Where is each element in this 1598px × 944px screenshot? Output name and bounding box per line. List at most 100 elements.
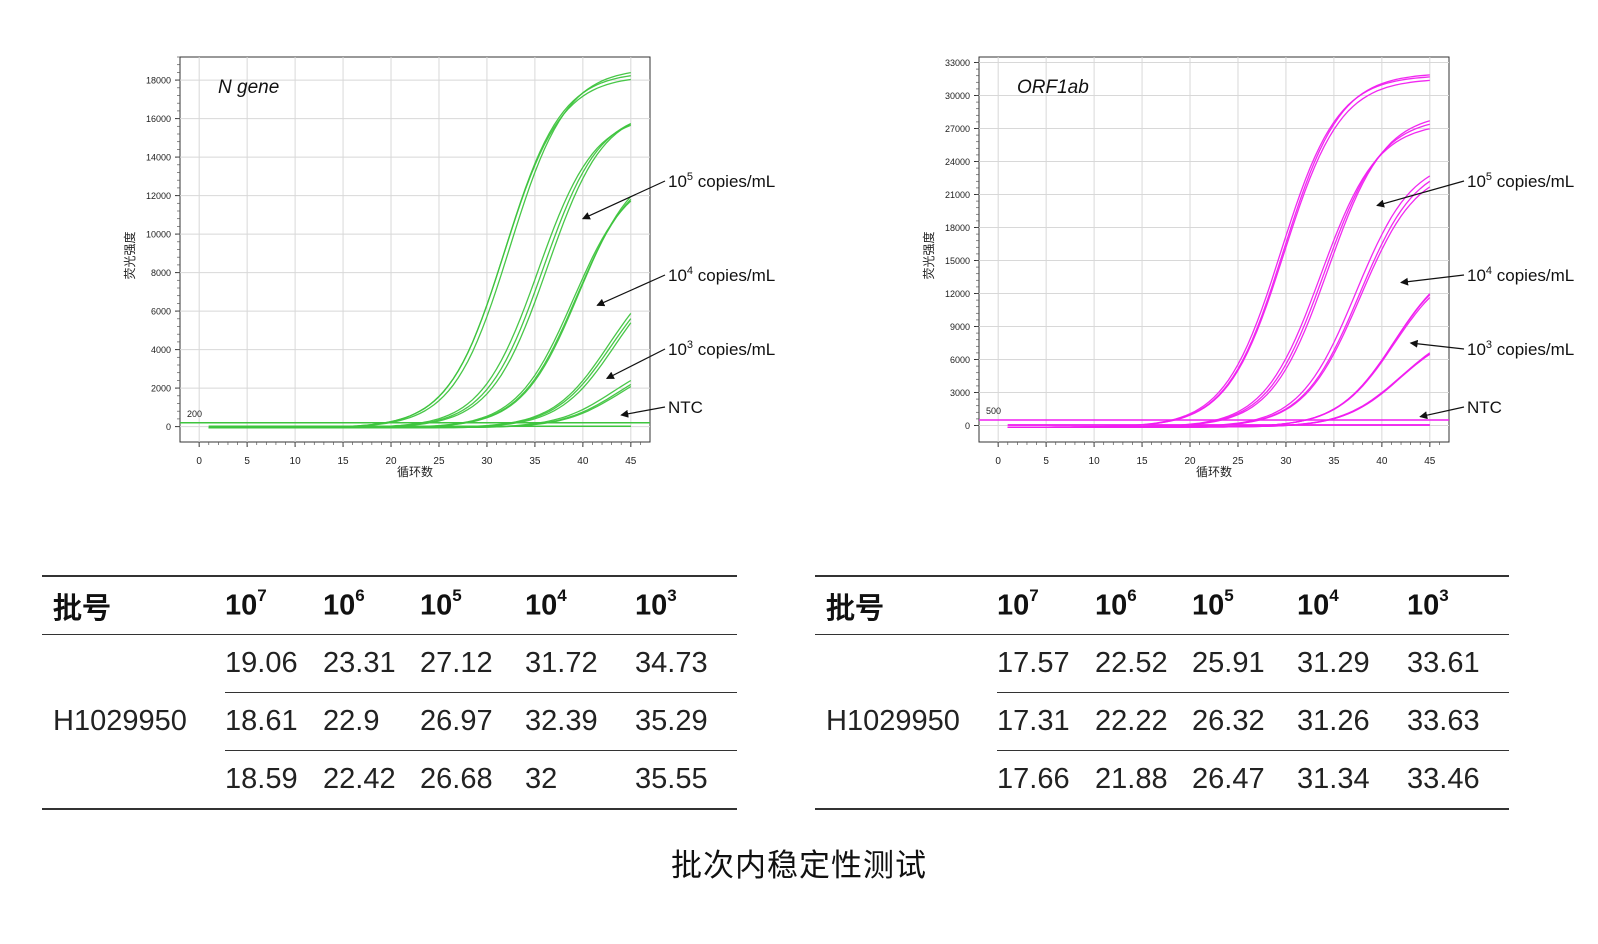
- y-tick-label: 27000: [945, 124, 970, 134]
- table-header-row: 批号 107 106 105 104 103: [42, 576, 737, 635]
- ct-cell: 17.57: [997, 647, 1070, 679]
- ct-cell: 26.97: [420, 705, 493, 737]
- annotation-arrow: [605, 348, 666, 380]
- conc-header-1e4: 104: [1297, 585, 1339, 622]
- y-tick-label: 6000: [151, 307, 171, 317]
- x-axis-label: 循环数: [1196, 464, 1232, 479]
- x-tick-label: 5: [244, 456, 250, 467]
- ct-cell: 35.55: [635, 763, 708, 795]
- annotation-unit: copies/mL: [693, 172, 775, 191]
- ct-cell: 19.06: [225, 647, 298, 679]
- ct-cell: 22.9: [323, 705, 380, 737]
- annotation-label: 105 copies/mL: [668, 171, 775, 191]
- x-tick-label: 45: [1424, 456, 1436, 467]
- y-tick-label: 12000: [146, 191, 171, 201]
- x-axis-label: 循环数: [397, 464, 433, 479]
- x-tick-label: 25: [433, 456, 445, 467]
- n-gene-amplification-chart: 0 5 10 15 20 25 30 35 40 450200040006000800010000…: [122, 56, 775, 479]
- amplification-curve: [1007, 353, 1431, 428]
- ct-cell: 22.52: [1095, 647, 1168, 679]
- y-tick-label: 6000: [950, 355, 970, 365]
- annotation-exponent: 3: [1486, 339, 1492, 351]
- x-tick-label: 20: [1184, 456, 1196, 467]
- ct-cell: 33.46: [1407, 763, 1480, 795]
- curves-group: [1007, 74, 1431, 428]
- y-tick-label: 8000: [151, 268, 171, 278]
- x-tick-label: 5: [1043, 456, 1049, 467]
- ct-cell: 25.91: [1192, 647, 1265, 679]
- y-tick-label: 18000: [146, 76, 171, 86]
- y-tick-label: 21000: [945, 190, 970, 200]
- annotation-arrow: [581, 180, 666, 220]
- annotation-arrow: [620, 406, 666, 418]
- annotation-label: NTC: [668, 398, 703, 417]
- table-row: 18.59 22.42 26.68 32 35.55: [42, 751, 737, 809]
- annotation-exponent: 5: [687, 171, 693, 183]
- ct-cell: 31.26: [1297, 705, 1370, 737]
- annotation-label: 105 copies/mL: [1467, 171, 1574, 191]
- annotation-arrow: [1409, 339, 1465, 350]
- annotation-exponent: 3: [687, 339, 693, 351]
- batch-header: 批号: [53, 592, 112, 625]
- y-tick-label: 0: [166, 422, 171, 432]
- annotation-exponent: 4: [687, 265, 693, 277]
- ct-cell: 33.61: [1407, 647, 1480, 679]
- table-row: 17.31 22.22 26.32 31.26 33.63: [815, 693, 1509, 751]
- annotation-label: 104 copies/mL: [1467, 265, 1574, 285]
- annotation-arrow: [1376, 180, 1465, 208]
- curves-group: [208, 71, 632, 429]
- ct-cell: 27.12: [420, 647, 493, 679]
- x-tick-label: 30: [1280, 456, 1292, 467]
- ct-cell: 18.59: [225, 763, 298, 795]
- annotation-base: 10: [668, 340, 687, 359]
- table-row: H1029950 19.06 23.31 27.12 31.72 34.73: [42, 634, 737, 810]
- batch-id: H1029950: [815, 634, 997, 810]
- ct-cell: 21.88: [1095, 763, 1168, 795]
- conc-header-1e5: 105: [420, 585, 462, 622]
- conc-header-1e4: 104: [525, 585, 567, 622]
- annotation-base: 10: [1467, 266, 1486, 285]
- ct-cell: 32.39: [525, 705, 598, 737]
- y-tick-label: 30000: [945, 91, 970, 101]
- x-tick-label: 10: [1089, 456, 1101, 467]
- annotation-base: NTC: [668, 398, 703, 417]
- annotation-exponent: 4: [1486, 265, 1492, 277]
- annotation-label: NTC: [1467, 398, 1502, 417]
- conc-header-1e7: 107: [225, 585, 267, 622]
- x-tick-label: 40: [577, 456, 589, 467]
- n-gene-ct-table: 批号 107 106 105 104 103 H1029950 19.06 23…: [42, 575, 737, 810]
- ct-cell: 22.22: [1095, 705, 1168, 737]
- x-tick-label: 25: [1232, 456, 1244, 467]
- y-tick-label: 16000: [146, 114, 171, 124]
- orf1ab-amplification-chart: 0 5 10 15 20 25 30 35 40 450300060009000120001500…: [921, 56, 1574, 479]
- x-tick-label: 40: [1376, 456, 1388, 467]
- x-tick-label: 0: [995, 456, 1001, 467]
- ct-cell: 33.63: [1407, 705, 1480, 737]
- annotation-base: 10: [1467, 340, 1486, 359]
- ct-cell: 23.31: [323, 647, 396, 679]
- annotation-base: 10: [1467, 172, 1486, 191]
- ct-cell: 26.47: [1192, 763, 1265, 795]
- amplification-curve: [208, 386, 632, 429]
- ct-cell: 31.72: [525, 647, 598, 679]
- conc-header-1e3: 103: [1407, 585, 1449, 622]
- annotation-unit: copies/mL: [1492, 340, 1574, 359]
- annotation-exponent: 5: [1486, 171, 1492, 183]
- conc-header-1e3: 103: [635, 585, 677, 622]
- x-tick-label: 20: [385, 456, 397, 467]
- ct-cell: 18.61: [225, 705, 298, 737]
- x-tick-label: 0: [196, 456, 202, 467]
- ct-cell: 17.31: [997, 705, 1070, 737]
- y-tick-label: 24000: [945, 157, 970, 167]
- threshold-label: 200: [187, 409, 202, 419]
- x-tick-label: 45: [625, 456, 637, 467]
- ct-cell: 35.29: [635, 705, 708, 737]
- ct-cell: 34.73: [635, 647, 708, 679]
- annotation-label: 103 copies/mL: [668, 339, 775, 359]
- y-tick-label: 14000: [146, 153, 171, 163]
- figure-caption: 批次内稳定性测试: [671, 848, 927, 883]
- annotation-base: NTC: [1467, 398, 1502, 417]
- ct-cell: 32: [525, 763, 558, 795]
- y-tick-label: 33000: [945, 58, 970, 68]
- y-tick-label: 12000: [945, 289, 970, 299]
